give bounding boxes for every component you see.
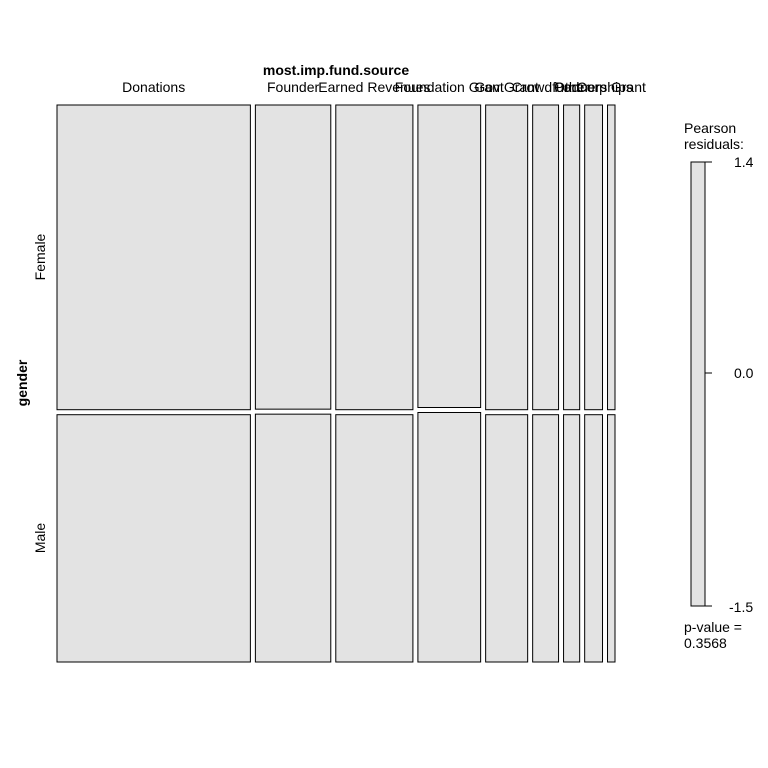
column-label-6: Other bbox=[554, 79, 589, 95]
cell-male-6 bbox=[563, 414, 581, 663]
mosaic-cells bbox=[56, 104, 616, 663]
cell-male-1 bbox=[254, 413, 332, 663]
cell-female-6 bbox=[563, 104, 581, 411]
cell-male-3 bbox=[417, 411, 482, 663]
column-label-4: Gov Grant bbox=[474, 79, 539, 95]
cell-female-3 bbox=[417, 104, 482, 408]
legend-label-min: -1.5 bbox=[729, 599, 753, 615]
cell-female-2 bbox=[335, 104, 414, 411]
cell-male-4 bbox=[485, 414, 529, 663]
cell-female-4 bbox=[485, 104, 529, 411]
column-label-8: Corp Grant bbox=[577, 79, 646, 95]
column-label-2: Earned Revenues bbox=[318, 79, 430, 95]
cell-female-5 bbox=[532, 104, 560, 411]
legend-label-mid: 0.0 bbox=[734, 365, 754, 381]
cell-male-8 bbox=[607, 414, 616, 663]
y-axis-title: gender bbox=[14, 359, 30, 406]
row-label-male: Male bbox=[32, 523, 48, 554]
pvalue-line1: p-value = bbox=[684, 619, 742, 635]
legend-label-max: 1.4 bbox=[734, 154, 754, 170]
cell-female-8 bbox=[607, 104, 616, 411]
cell-male-5 bbox=[532, 414, 560, 663]
row-label-female: Female bbox=[32, 233, 48, 280]
cell-female-0 bbox=[56, 104, 251, 411]
column-label-5: Crowdfund bbox=[512, 79, 580, 95]
pvalue-line2: 0.3568 bbox=[684, 635, 727, 651]
legend-title-line1: Pearson bbox=[684, 120, 736, 136]
column-label-7: Partnerships bbox=[554, 79, 633, 95]
column-label-0: Donations bbox=[122, 79, 185, 95]
cell-male-2 bbox=[335, 414, 414, 663]
cell-female-7 bbox=[584, 104, 604, 411]
legend-color-bar bbox=[690, 161, 706, 607]
legend-title-line2: residuals: bbox=[684, 136, 744, 152]
column-labels: Donations Founder Earned RevenuesFoundatio… bbox=[122, 79, 646, 95]
cell-male-7 bbox=[584, 414, 604, 663]
cell-male-0 bbox=[56, 414, 251, 663]
column-label-1: Founder bbox=[267, 79, 319, 95]
column-label-3: Foundation Grant bbox=[395, 79, 504, 95]
x-axis-title: most.imp.fund.source bbox=[263, 62, 409, 78]
cell-female-1 bbox=[254, 104, 332, 410]
